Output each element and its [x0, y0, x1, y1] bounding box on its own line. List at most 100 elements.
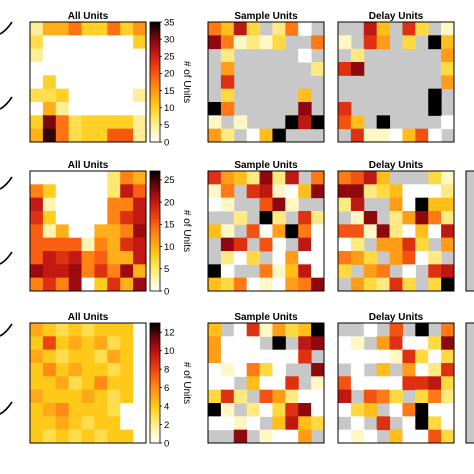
heatmap-cell — [233, 237, 248, 252]
heatmap-cell — [81, 75, 95, 90]
heatmap-cell — [246, 128, 261, 143]
heatmap-cell — [94, 416, 108, 431]
heatmap-cell — [285, 429, 299, 444]
heatmap-cell — [133, 363, 147, 377]
heatmap-cell — [81, 323, 95, 337]
heatmap-cell — [259, 277, 273, 292]
heatmap-cell — [233, 251, 248, 265]
heatmap-cell — [350, 403, 365, 417]
heatmap-cell — [68, 224, 83, 239]
heatmap-cell — [94, 88, 108, 103]
heatmap-cell — [120, 416, 134, 431]
heatmap-cell — [68, 251, 83, 265]
heatmap-cell — [402, 363, 416, 377]
heatmap-cell — [55, 22, 70, 36]
heatmap-cell — [311, 251, 325, 265]
heatmap-cell — [350, 48, 365, 63]
left-curve-mark — [0, 401, 13, 415]
heatmap-cell — [233, 389, 248, 404]
heatmap-cell — [42, 22, 57, 36]
heatmap-cell — [55, 184, 70, 199]
heatmap-cell — [208, 389, 222, 404]
heatmap-cell — [389, 251, 403, 265]
heatmap-cell — [94, 184, 108, 199]
heatmap-cell — [272, 349, 286, 364]
heatmap-cell — [120, 323, 134, 337]
heatmap-cell — [376, 389, 391, 404]
clipped-panel-edge — [465, 170, 474, 292]
heatmap-cell — [389, 184, 403, 199]
heatmap-cell — [120, 184, 134, 199]
heatmap-cell — [42, 389, 57, 404]
heatmap-cell — [389, 336, 403, 351]
heatmap-cell — [389, 237, 403, 252]
heatmap-cell — [389, 403, 403, 417]
heatmap-cell — [107, 349, 121, 364]
heatmap-cell — [338, 264, 352, 279]
heatmap-cell — [107, 88, 121, 103]
heatmap-cell — [120, 389, 134, 404]
heatmap-cell — [298, 336, 312, 351]
heatmap-cell — [376, 184, 391, 199]
heatmap-cell — [376, 128, 391, 143]
heatmap-cell — [42, 237, 57, 252]
colorbar-frame — [149, 21, 161, 143]
heatmap-cell — [94, 277, 108, 292]
heatmap-cell — [246, 35, 261, 50]
heatmap-cell — [402, 416, 416, 431]
heatmap-cell — [338, 115, 352, 130]
colorbar-segment — [150, 431, 160, 435]
colorbar-segment — [150, 228, 160, 232]
heatmap-cell — [208, 376, 222, 391]
colorbar-segment — [150, 440, 160, 444]
colorbar-segment — [150, 106, 160, 110]
heatmap-cell — [285, 264, 299, 279]
heatmap-cell — [107, 62, 121, 76]
heatmap-cell — [272, 211, 286, 225]
heatmap-cell — [441, 171, 455, 185]
heatmap-cell — [389, 376, 403, 391]
heatmap-cell — [311, 211, 325, 225]
colorbar-segment — [150, 49, 160, 53]
colorbar-segment — [150, 171, 160, 175]
heatmap-cell — [415, 184, 429, 199]
heatmap-cell — [389, 349, 403, 364]
heatmap-cell — [272, 376, 286, 391]
heatmap-cell — [428, 88, 442, 103]
heatmap-cell — [298, 403, 312, 417]
heatmap-cell — [120, 75, 134, 90]
heatmap-cell — [94, 22, 108, 36]
heatmap-cell — [441, 237, 455, 252]
colorbar-segment — [150, 416, 160, 420]
panel-frame — [337, 322, 455, 444]
colorbar-tick-label: 35 — [164, 17, 175, 28]
heatmap-cell — [311, 224, 325, 239]
colorbar-segment — [150, 94, 160, 98]
heatmap-cell — [30, 336, 44, 351]
heatmap-cell — [415, 22, 429, 36]
heatmap-cell — [94, 48, 108, 63]
heatmap-cell — [30, 75, 44, 90]
heatmap-cell — [30, 197, 44, 212]
colorbar-segment — [150, 55, 160, 59]
heatmap-cell — [441, 115, 455, 130]
heatmap-cell — [389, 323, 403, 337]
heatmap-cell — [81, 416, 95, 431]
heatmap-cell — [415, 211, 429, 225]
heatmap-cell — [441, 403, 455, 417]
heatmap-cell — [81, 62, 95, 76]
colorbar-segment — [150, 216, 160, 220]
heatmap-cell — [363, 251, 378, 265]
heatmap-cell — [285, 416, 299, 431]
heatmap-cell — [272, 251, 286, 265]
heatmap-cell — [338, 62, 352, 76]
heatmap-cell — [120, 277, 134, 292]
colorbar-tick-label: 30 — [164, 34, 175, 45]
heatmap-cell — [120, 429, 134, 444]
heatmap-cell — [428, 264, 442, 279]
heatmap-cell — [441, 75, 455, 90]
heatmap-cell — [68, 336, 83, 351]
heatmap-cell — [428, 197, 442, 212]
heatmap-cell — [376, 376, 391, 391]
heatmap-cell — [94, 211, 108, 225]
